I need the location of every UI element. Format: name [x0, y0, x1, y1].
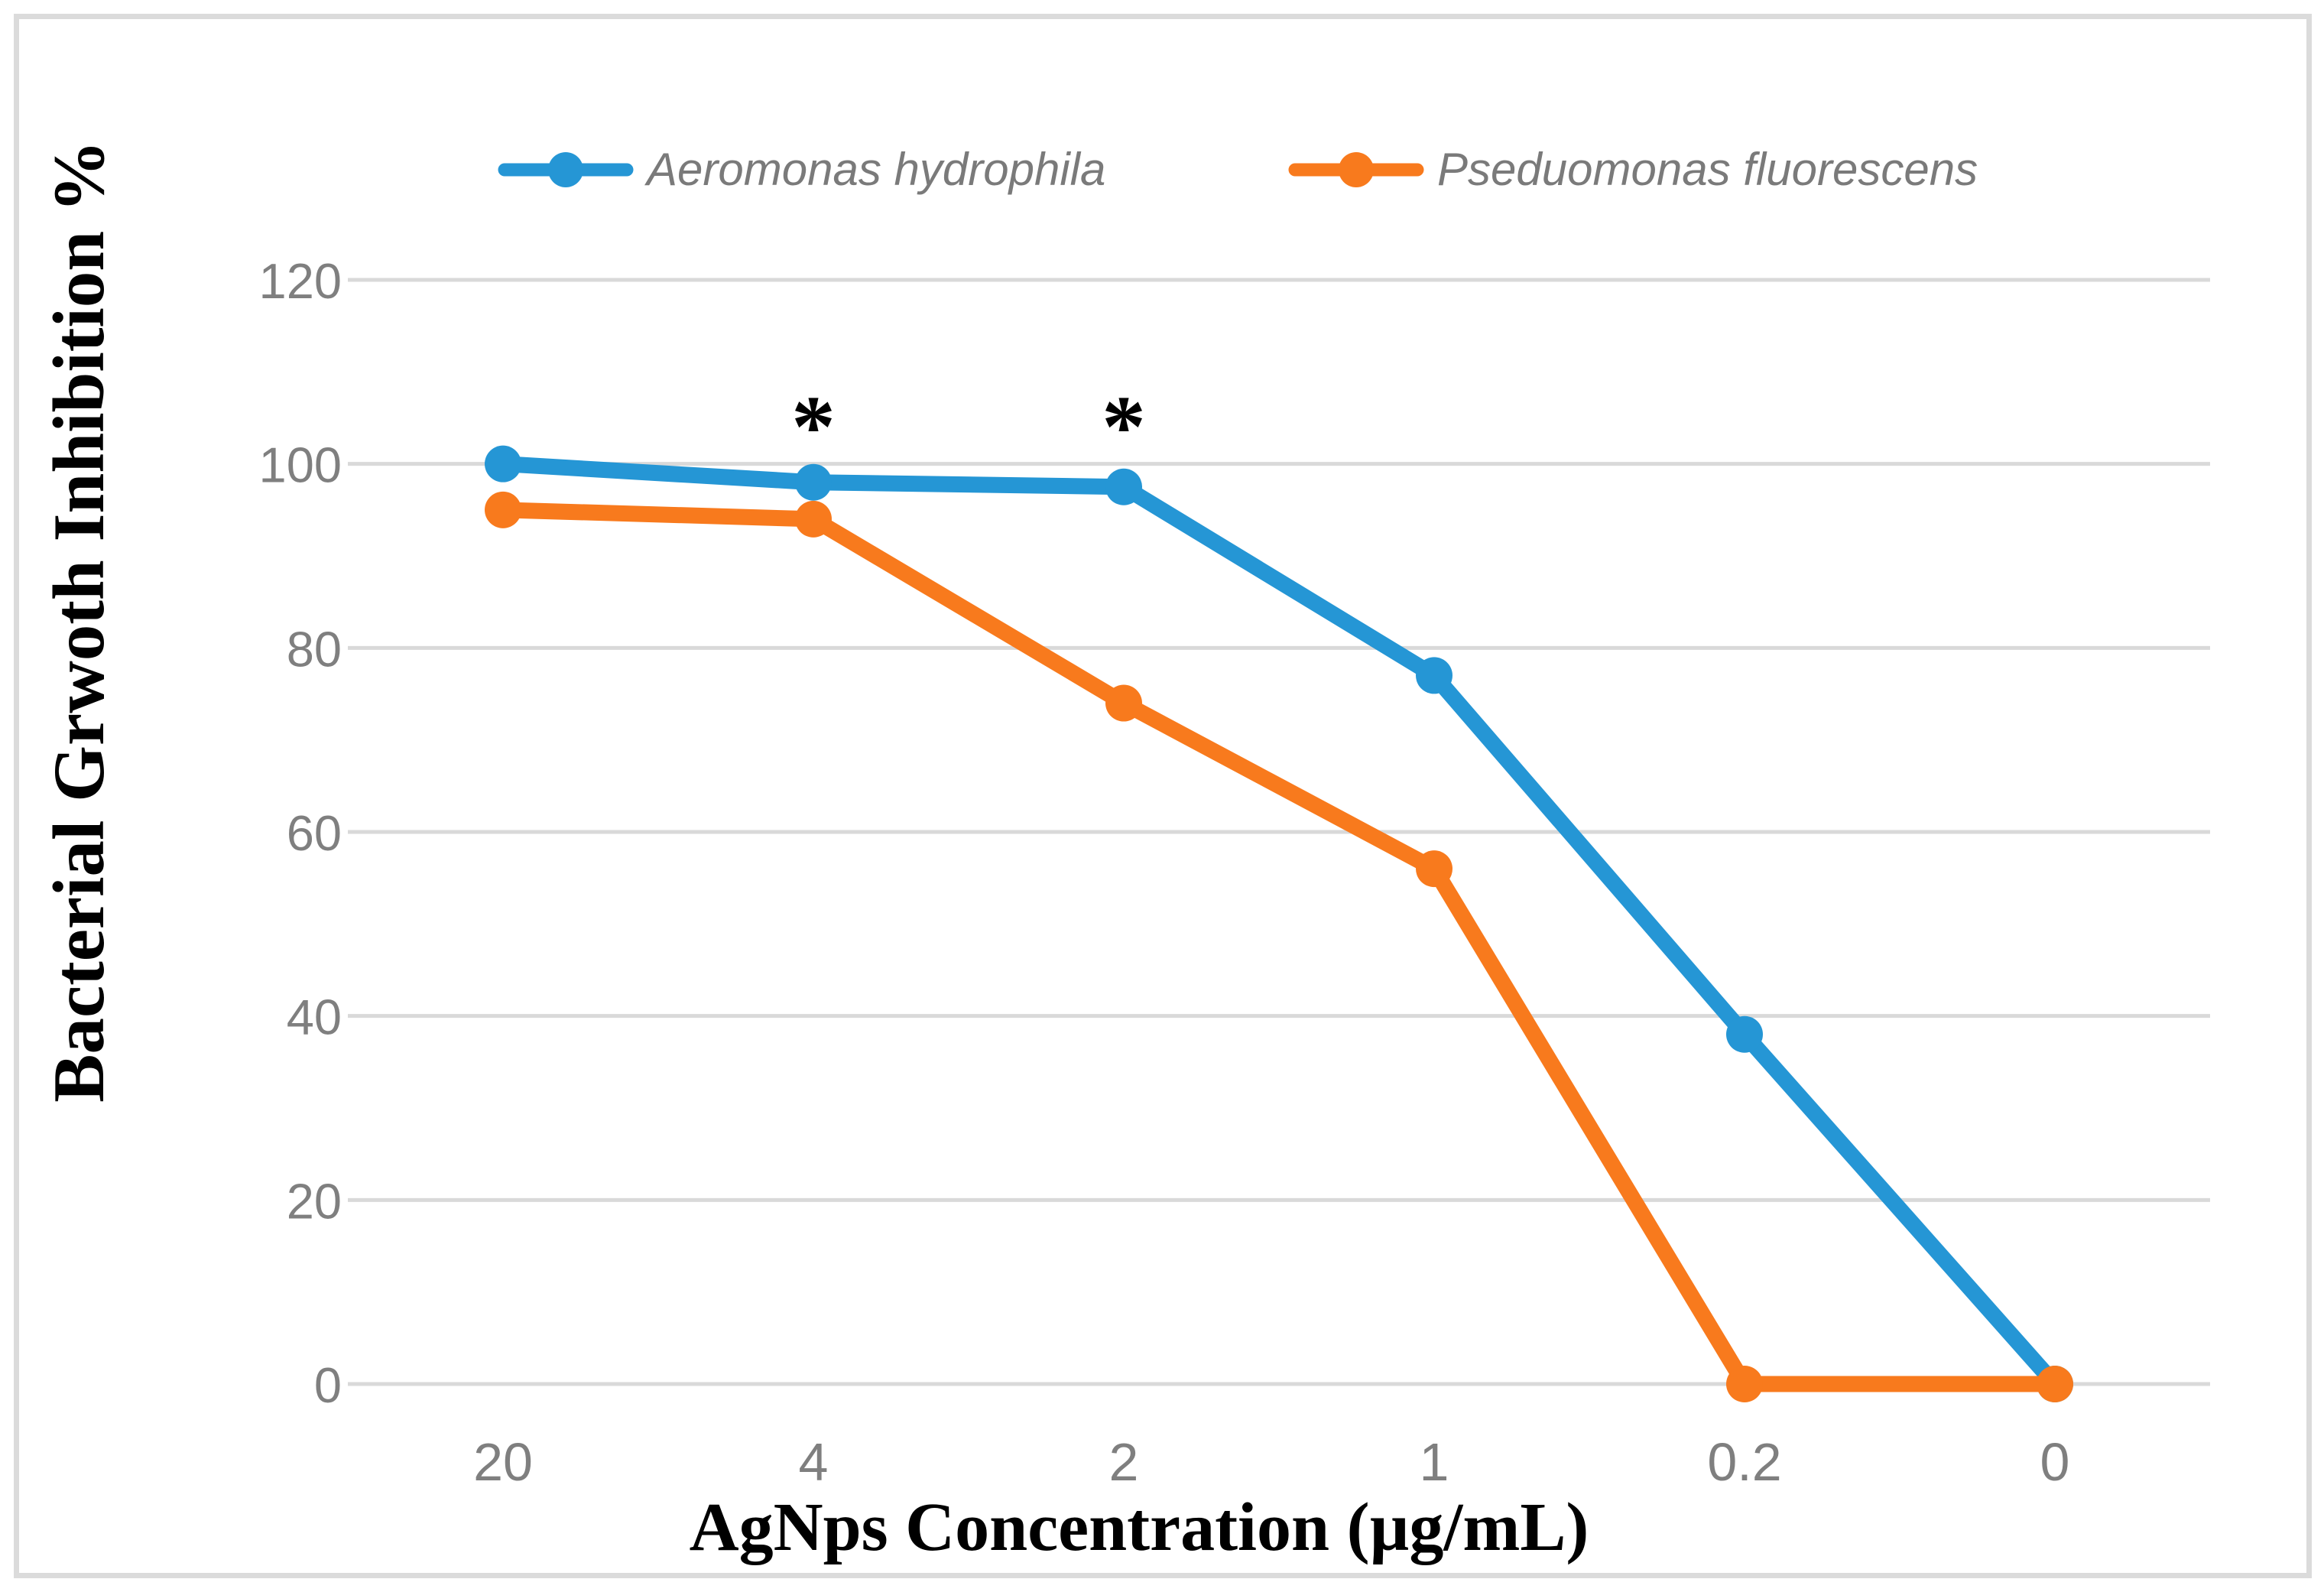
data-point-marker [1105, 468, 1142, 505]
legend-item-aeromonas-hydrophila: Aeromonas hydrophila [497, 142, 1105, 197]
data-point-marker [795, 500, 832, 538]
chart-area-border [14, 14, 2312, 1578]
series-line-0 [495, 456, 2063, 1392]
data-point-marker [1416, 657, 1452, 694]
significance-asterisk: * [791, 379, 836, 476]
data-point-marker [2037, 1366, 2073, 1402]
x-tick-label: 0.2 [1707, 1432, 1781, 1492]
legend-marker-graphic [1288, 152, 1424, 187]
legend-item-pseduomonas-fluorescens: Pseduomonas fluorescens [1287, 142, 1978, 197]
data-point-marker [485, 491, 521, 528]
series-line-1 [495, 502, 2063, 1392]
legend-label: Pseduomonas fluorescens [1437, 144, 1978, 195]
x-tick-label: 0 [2040, 1432, 2070, 1492]
x-tick-label: 2 [1109, 1432, 1139, 1492]
y-tick-label: 0 [314, 1357, 342, 1413]
legend-line-marker-icon [1287, 142, 1425, 197]
legend-marker-graphic [498, 152, 634, 187]
y-tick-label: 80 [287, 621, 342, 677]
data-point-marker [1726, 1015, 1763, 1053]
x-tick-label: 1 [1420, 1432, 1449, 1492]
y-tick-label: 120 [259, 253, 342, 309]
data-point-marker [485, 445, 521, 482]
y-tick-label: 60 [287, 805, 342, 861]
y-axis-title: Bacterial Grwoth Inhibition % [38, 140, 119, 1103]
y-tick-label: 20 [287, 1173, 342, 1229]
x-axis-title: AgNps Concentration (µg/mL) [689, 1490, 1589, 1565]
y-tick-label: 100 [259, 437, 342, 493]
x-tick-label: 4 [799, 1432, 829, 1492]
legend-label: Aeromonas hydrophila [647, 144, 1106, 195]
x-tick-label: 20 [473, 1432, 533, 1492]
legend: Aeromonas hydrophila Pseduomonas fluores… [0, 142, 2324, 203]
legend-line-marker-icon [497, 142, 635, 197]
y-tick-label: 40 [287, 989, 342, 1045]
data-point-marker [1105, 684, 1142, 722]
significance-asterisk: * [1102, 379, 1146, 476]
data-point-marker [795, 463, 832, 501]
data-point-marker [1726, 1366, 1763, 1402]
data-point-marker [1416, 850, 1452, 888]
